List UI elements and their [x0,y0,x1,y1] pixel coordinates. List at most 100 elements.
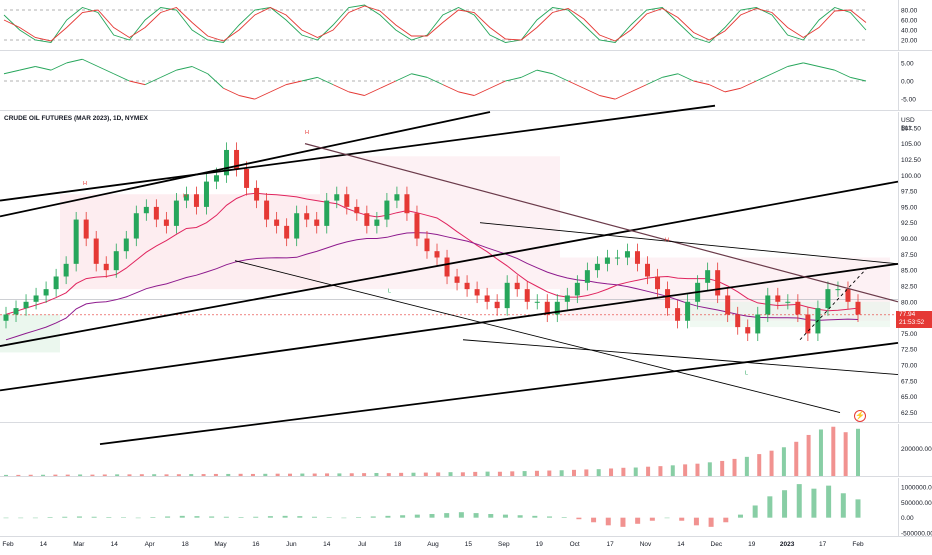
candle-body [254,187,260,201]
osc-line-segment [207,73,224,89]
osc-line-segment [3,69,20,75]
osc-line-segment [489,80,506,89]
oi-bar [385,515,391,518]
candle-body [514,282,520,290]
oi-bar [32,517,38,519]
osc-tick-label: -5.00 [901,97,916,104]
volume-bar [399,472,404,476]
candle-body [464,282,470,290]
osc-line-segment [756,73,773,82]
osc-line-segment [66,58,83,64]
currency: USD [901,117,915,124]
stoch-tick-label: 20.00 [901,38,918,45]
candle-body [574,282,580,296]
candle-body [294,213,300,239]
osc-tick-label: 0.00 [901,79,914,86]
price-tick-label: 87.50 [901,252,918,259]
last-price: 77.94 [899,311,916,318]
candle-body [564,295,570,302]
candle-body [123,238,129,252]
x-tick-label: 14 [111,541,119,548]
osc-line-segment [818,66,835,71]
oi-bar [179,515,185,518]
trend-line [799,266,869,341]
candle-body [454,276,460,283]
oi-bar [561,517,567,518]
candle-body [83,219,89,239]
volume-bar [300,473,305,476]
volume-bar [806,434,811,476]
candle-body [344,194,350,207]
chart-title: CRUDE OIL FUTURES (MAR 2023), 1D, NYMEX [4,115,148,122]
volume-bar [744,456,749,476]
osc-line-segment [301,76,318,82]
volume-bar [794,441,799,476]
oi-bar [209,516,215,518]
volume-bar [41,474,46,476]
osc-line-segment [552,73,569,82]
volume-bar [436,472,441,476]
oi-bar [635,517,641,524]
osc-line-segment [724,87,741,93]
candle-body [795,301,801,315]
volume-bar [4,474,8,476]
trend-line [0,262,899,392]
candle-body [13,308,19,315]
oi-bar [414,514,420,518]
oi-bar [708,517,714,527]
candle-body [384,200,390,220]
oi-bar [341,517,347,519]
osc-line-segment [583,87,600,96]
price-tick-label: 62.50 [901,410,918,417]
volume-bar [226,473,231,476]
oi-bar [356,517,362,518]
oi-bar [693,517,699,526]
candle-body [705,270,711,283]
candle-body [534,301,540,303]
cloud-area [0,314,60,353]
oi-bar [194,516,200,518]
lightning-icon[interactable]: ⚡ [854,410,866,422]
price-tick-label: 105.00 [901,141,921,148]
pivot-marker: L [388,288,391,294]
oi-bar [723,517,729,523]
volume-bar [510,471,515,476]
candle-body [394,194,400,201]
candle-body [715,270,721,296]
x-tick-label: Dec [711,541,723,548]
trend-line [0,104,716,202]
osc-line-segment [442,84,459,93]
volume-bar [53,474,58,476]
pivot-marker: H [305,130,309,136]
volume-bar [312,473,317,476]
oi-bar [47,517,53,518]
volume-bar [572,469,576,476]
volume-bar [275,473,280,476]
trend-line [0,111,491,218]
stoch-tick-label: 60.00 [901,18,918,25]
volume-bar [596,469,601,476]
volume-bar [497,471,502,476]
candle-body [544,301,550,315]
oi-bar [150,517,156,518]
candle-body [424,238,430,252]
oi-bar [782,490,788,518]
candle-body [434,251,440,258]
osc-line-segment [379,80,397,89]
trend-line [304,143,899,303]
volume-bar [559,470,564,476]
osc-line-segment [113,73,130,82]
oi-tick-label: 500000.00 [901,500,932,507]
osc-line-segment [458,91,475,96]
x-tick-label: 19 [748,541,756,548]
oi-bar [282,515,288,518]
candle-body [504,282,510,309]
volume-bar [781,447,786,476]
oi-bar [253,516,259,518]
stoch-line [3,5,867,42]
oi-bar [737,514,743,518]
volume-bar [164,474,169,476]
osc-line-segment [662,73,679,78]
volume-bar [534,470,539,476]
